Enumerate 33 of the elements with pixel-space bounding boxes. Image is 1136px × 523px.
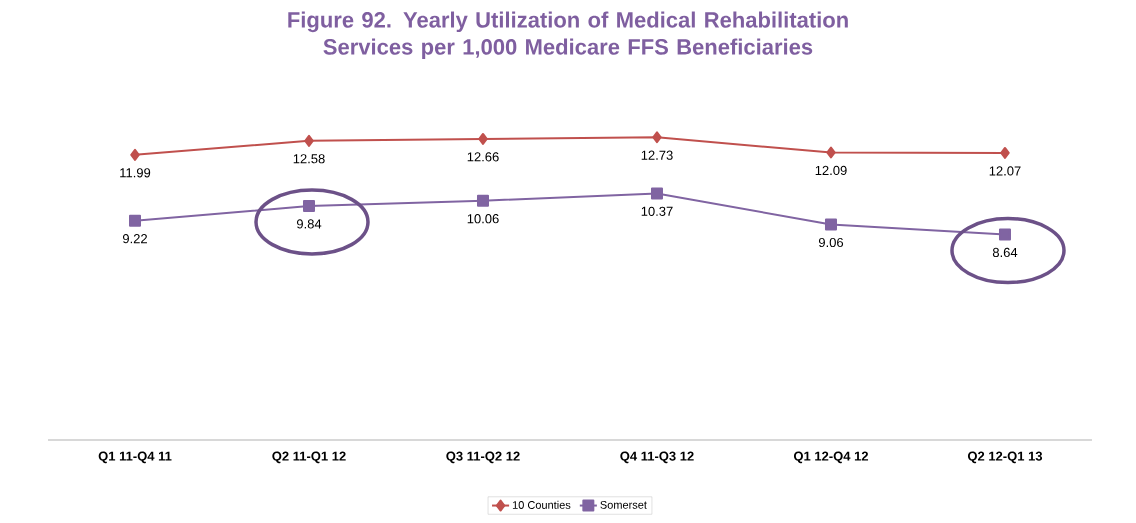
point [1000,146,1010,159]
point [652,131,662,144]
point [650,187,663,200]
x-tick-label: Q1 12-Q4 12 [793,451,869,464]
data-label: 12.09 [815,165,847,176]
point [130,148,140,161]
data-label: 12.07 [989,166,1021,176]
chart-title: Figure 92. Yearly Utilization of Medical Rehabilitation Services per 1,000 Medicare FFS Beneficiaries [288,11,848,60]
legend-label: Somerset [600,500,647,509]
point [304,134,314,147]
point [826,146,836,159]
data-label: 12.66 [467,152,499,162]
data-label: 12.73 [641,150,673,160]
x-tick-label: Q2 12-Q1 13 [967,451,1043,464]
data-label: 10.37 [641,206,673,216]
data-label: 12.58 [293,154,325,164]
data-label: 9.84 [296,219,322,229]
point [303,200,315,212]
point [129,214,141,227]
data-label: 10.06 [467,214,499,224]
point [477,194,489,207]
data-label: 9.06 [818,237,844,248]
x-tick-label: Q4 11-Q3 12 [620,451,694,464]
point [478,132,488,145]
x-tick-label: Q2 11-Q1 12 [272,451,346,464]
legend-label: 10 Counties [512,500,571,509]
point [824,218,837,231]
data-label: 11.99 [120,168,151,178]
data-label: 9.22 [122,234,147,244]
point [998,228,1011,241]
data-label: 8.64 [992,247,1018,258]
x-tick-label: Q1 11-Q4 11 [98,451,172,464]
x-tick-label: Q3 11-Q2 12 [446,451,520,464]
